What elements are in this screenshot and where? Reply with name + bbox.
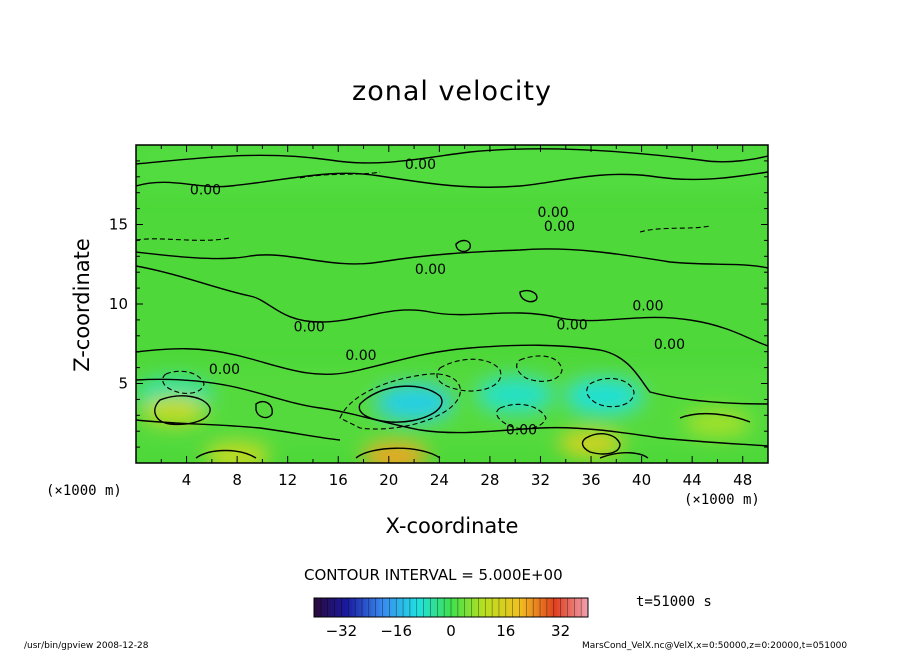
contour-line-dashed [639, 225, 711, 233]
field-shading [136, 145, 768, 463]
colorbar-tick-label: 16 [496, 622, 515, 640]
field-feature [141, 396, 206, 425]
contour-line-dashed [339, 373, 461, 430]
field-feature [376, 384, 453, 421]
contour-label: 0.00 [556, 318, 587, 334]
colorbar-tick-label: 32 [551, 622, 570, 640]
contour-line-solid [195, 449, 257, 459]
contour-label: 0.00 [654, 337, 685, 353]
contour-line-solid [136, 265, 768, 347]
contour-line-solid [136, 344, 768, 405]
contour-line-dashed [586, 377, 635, 408]
contour-line-dashed [299, 171, 381, 179]
colorbar-tick-label: −16 [380, 622, 412, 640]
x-axis-label: X-coordinate [385, 514, 519, 538]
y-axis-ticks: 5 10 15 [109, 160, 768, 448]
contour-line-solid [136, 248, 768, 269]
field-feature [477, 376, 554, 413]
contour-line-solid [358, 385, 443, 423]
footer-program-info: /usr/bin/gpview 2008-12-28 [24, 641, 149, 651]
contour-label: 0.00 [544, 219, 575, 235]
contour-line-dashed [162, 370, 205, 394]
contour-line-solid [679, 413, 751, 423]
contour-line-solid [154, 395, 211, 426]
chart-title: zonal velocity [352, 76, 552, 107]
x-unit-label-left: (×1000 m) [46, 483, 122, 499]
contour-label: 0.00 [209, 362, 240, 378]
x-tick-label: 28 [480, 471, 499, 489]
contour-label: 0.00 [345, 348, 376, 364]
x-tick-label: 8 [232, 471, 242, 489]
field-feature [363, 442, 428, 463]
contour-label: 0.00 [294, 319, 325, 335]
y-tick-label: 5 [118, 375, 128, 393]
colorbar-ticks: −32 −16 0 16 32 [313, 598, 589, 640]
colorbar-tick-label: 0 [446, 622, 456, 640]
contour-interval-text: CONTOUR INTERVAL = 5.000E+00 [304, 566, 563, 584]
field-feature [205, 442, 270, 463]
contour-line-dashed [516, 355, 563, 382]
field-feature [685, 409, 750, 438]
contour-line-solid [136, 171, 768, 188]
contour-label: 0.00 [190, 183, 221, 199]
time-label: t=51000 s [636, 594, 712, 610]
x-tick-label: 40 [632, 471, 651, 489]
field-feature [559, 429, 624, 458]
contour-lines [136, 148, 768, 459]
contour-line-solid [136, 148, 768, 165]
x-tick-label: 16 [329, 471, 348, 489]
contour-line-dashed [136, 237, 231, 241]
contour-line-dashed [496, 403, 547, 430]
contour-line-solid [136, 378, 768, 447]
contour-line-dashed [436, 358, 502, 392]
contour-line-solid [355, 447, 441, 459]
contour-labels: 0.000.000.000.000.000.000.00 0.000.000.00… [190, 157, 685, 439]
x-tick-label: 24 [430, 471, 449, 489]
x-unit-label-right: (×1000 m) [684, 492, 760, 508]
x-tick-label: 12 [278, 471, 297, 489]
y-tick-label: 15 [109, 216, 128, 234]
x-axis-ticks: 4 8 12 16 20 24 28 32 36 40 44 48 [160, 145, 752, 489]
contour-line-solid [455, 239, 471, 253]
x-tick-label: 4 [182, 471, 192, 489]
x-tick-label: 48 [733, 471, 752, 489]
contour-line-solid [519, 290, 538, 303]
x-tick-label: 20 [379, 471, 398, 489]
contour-label: 0.00 [415, 262, 446, 278]
x-tick-label: 32 [531, 471, 550, 489]
x-tick-label: 44 [683, 471, 702, 489]
y-tick-label: 10 [109, 295, 128, 313]
contour-line-solid [599, 452, 649, 459]
x-tick-label: 36 [581, 471, 600, 489]
contour-line-solid [581, 433, 621, 455]
lower-band [136, 367, 768, 448]
contour-label: 0.00 [506, 423, 537, 439]
contour-label: 0.00 [538, 205, 569, 221]
colorbar-tick-label: −32 [326, 622, 358, 640]
contour-label: 0.00 [405, 157, 436, 173]
contour-line-solid [255, 400, 273, 419]
footer-data-source: MarsCond_VelX.nc@VelX,x=0:50000,z=0:2000… [582, 641, 848, 651]
contour-label: 0.00 [632, 299, 663, 315]
field-feature [565, 378, 642, 415]
